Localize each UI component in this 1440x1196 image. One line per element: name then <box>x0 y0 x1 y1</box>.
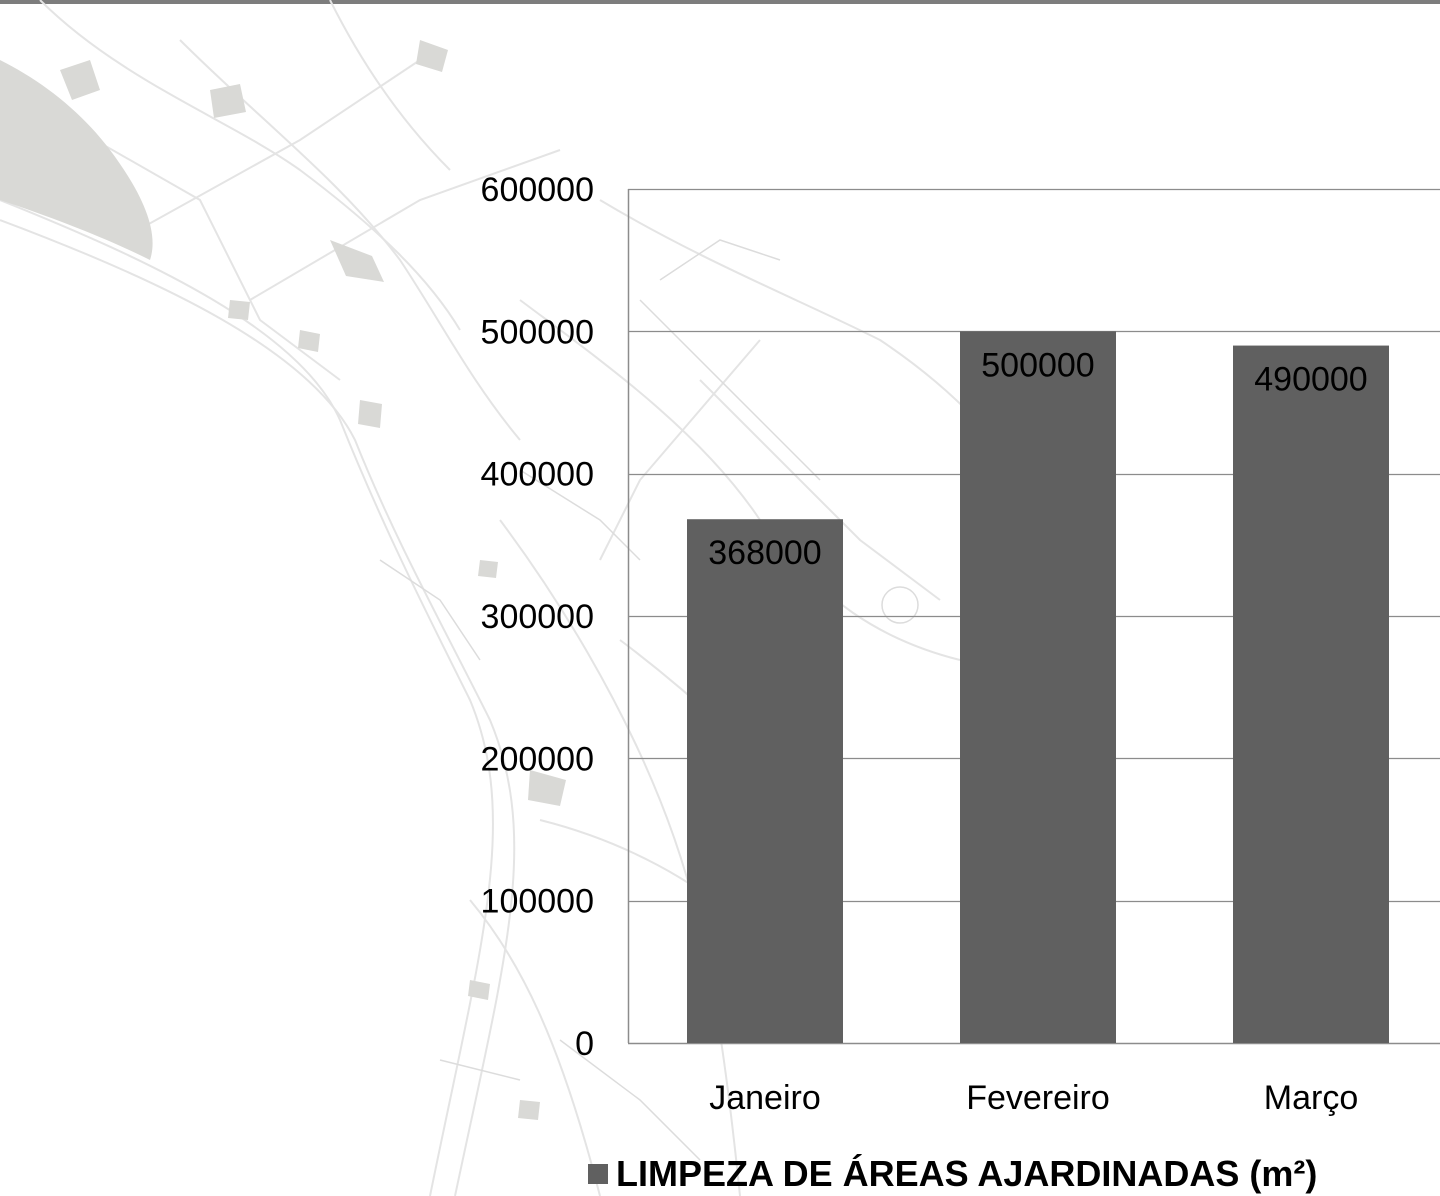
bars <box>687 331 1389 1044</box>
legend-label: LIMPEZA DE ÁREAS AJARDINADAS (m²) <box>616 1153 1318 1194</box>
legend-swatch <box>588 1164 608 1184</box>
bar-janeiro <box>687 519 843 1043</box>
y-tick-label: 0 <box>575 1025 594 1063</box>
y-tick-label: 200000 <box>481 740 594 778</box>
y-tick-label: 400000 <box>481 456 594 494</box>
data-label: 500000 <box>981 346 1094 384</box>
data-labels: 368000 500000 490000 <box>708 346 1367 572</box>
top-rule <box>0 0 1440 4</box>
y-tick-labels: 0 100000 200000 300000 400000 500000 600000 <box>481 171 594 1063</box>
y-tick-label: 300000 <box>481 598 594 636</box>
legend: LIMPEZA DE ÁREAS AJARDINADAS (m²) <box>588 1152 1317 1196</box>
data-label: 368000 <box>708 534 821 572</box>
bar-fevereiro <box>960 331 1116 1043</box>
bar-março <box>1233 345 1389 1044</box>
x-category-label: Março <box>1264 1079 1358 1117</box>
x-category-labels: Janeiro Fevereiro Março <box>709 1079 1358 1117</box>
y-tick-label: 100000 <box>481 883 594 921</box>
axes <box>627 189 1440 1045</box>
y-tick-label: 500000 <box>481 313 594 351</box>
x-category-label: Fevereiro <box>966 1079 1110 1117</box>
y-tick-label: 600000 <box>481 171 594 209</box>
data-label: 490000 <box>1254 361 1367 399</box>
x-category-label: Janeiro <box>709 1079 821 1117</box>
